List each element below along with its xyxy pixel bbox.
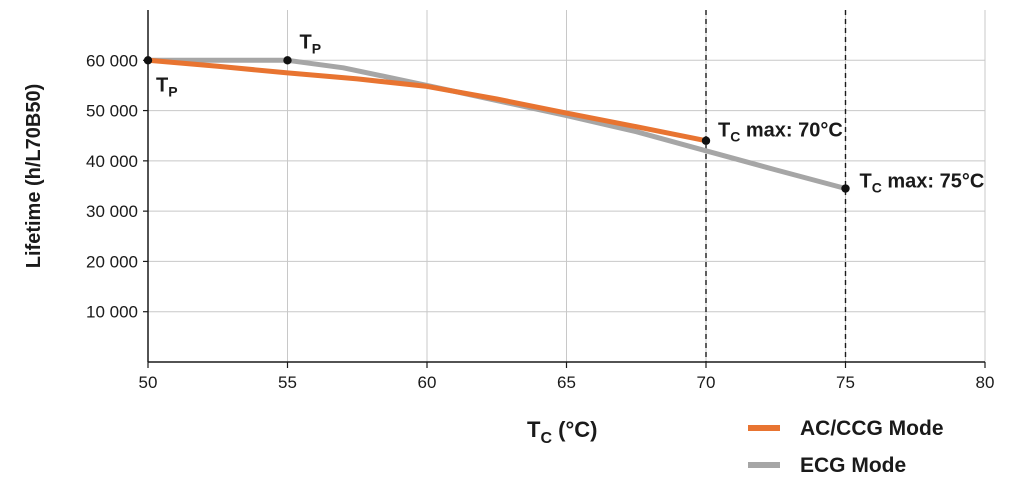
y-tick-label-60000: 60 000 xyxy=(86,51,138,70)
x-tick-label-80: 80 xyxy=(976,373,995,392)
y-tick-label-50000: 50 000 xyxy=(86,102,138,121)
point-label-0: TP xyxy=(156,74,178,99)
series-line-1 xyxy=(145,57,709,144)
data-point-0 xyxy=(143,56,153,65)
x-tick-label-60: 60 xyxy=(418,373,437,392)
data-point-1 xyxy=(283,56,292,65)
max-temperature-lines xyxy=(705,10,847,362)
legend-label-1: ECG Mode xyxy=(800,454,906,477)
data-point-3 xyxy=(841,184,850,193)
legend: AC/CCG Mode ECG Mode xyxy=(748,417,944,477)
series-lines xyxy=(145,57,848,191)
tick-labels: 10 000 20 000 30 000 40 000 50 000 60 000 50 55… xyxy=(86,51,994,392)
x-tick-label-65: 65 xyxy=(557,373,576,392)
annotated-points: TP TP TC max: 70°C TC max: 75°C xyxy=(143,31,985,196)
axes xyxy=(143,10,986,368)
legend-label-0: AC/CCG Mode xyxy=(800,417,944,440)
y-tick-label-30000: 30 000 xyxy=(86,202,138,221)
y-tick-label-10000: 10 000 xyxy=(86,303,138,322)
y-axis-title: Lifetime (h/L70B50) xyxy=(23,84,45,268)
y-tick-label-40000: 40 000 xyxy=(86,152,138,171)
data-point-2 xyxy=(701,136,711,145)
x-tick-label-75: 75 xyxy=(836,373,855,392)
point-label-1: TP xyxy=(300,31,322,56)
x-axis-title: TC (°C) xyxy=(527,417,597,447)
point-label-3: TC max: 75°C xyxy=(860,171,985,196)
point-label-2: TC max: 70°C xyxy=(718,120,843,145)
x-tick-label-50: 50 xyxy=(139,373,158,392)
y-tick-label-20000: 20 000 xyxy=(86,252,138,271)
axis-titles: Lifetime (h/L70B50) TC (°C) xyxy=(23,84,597,447)
x-tick-label-70: 70 xyxy=(697,373,716,392)
x-tick-label-55: 55 xyxy=(278,373,297,392)
